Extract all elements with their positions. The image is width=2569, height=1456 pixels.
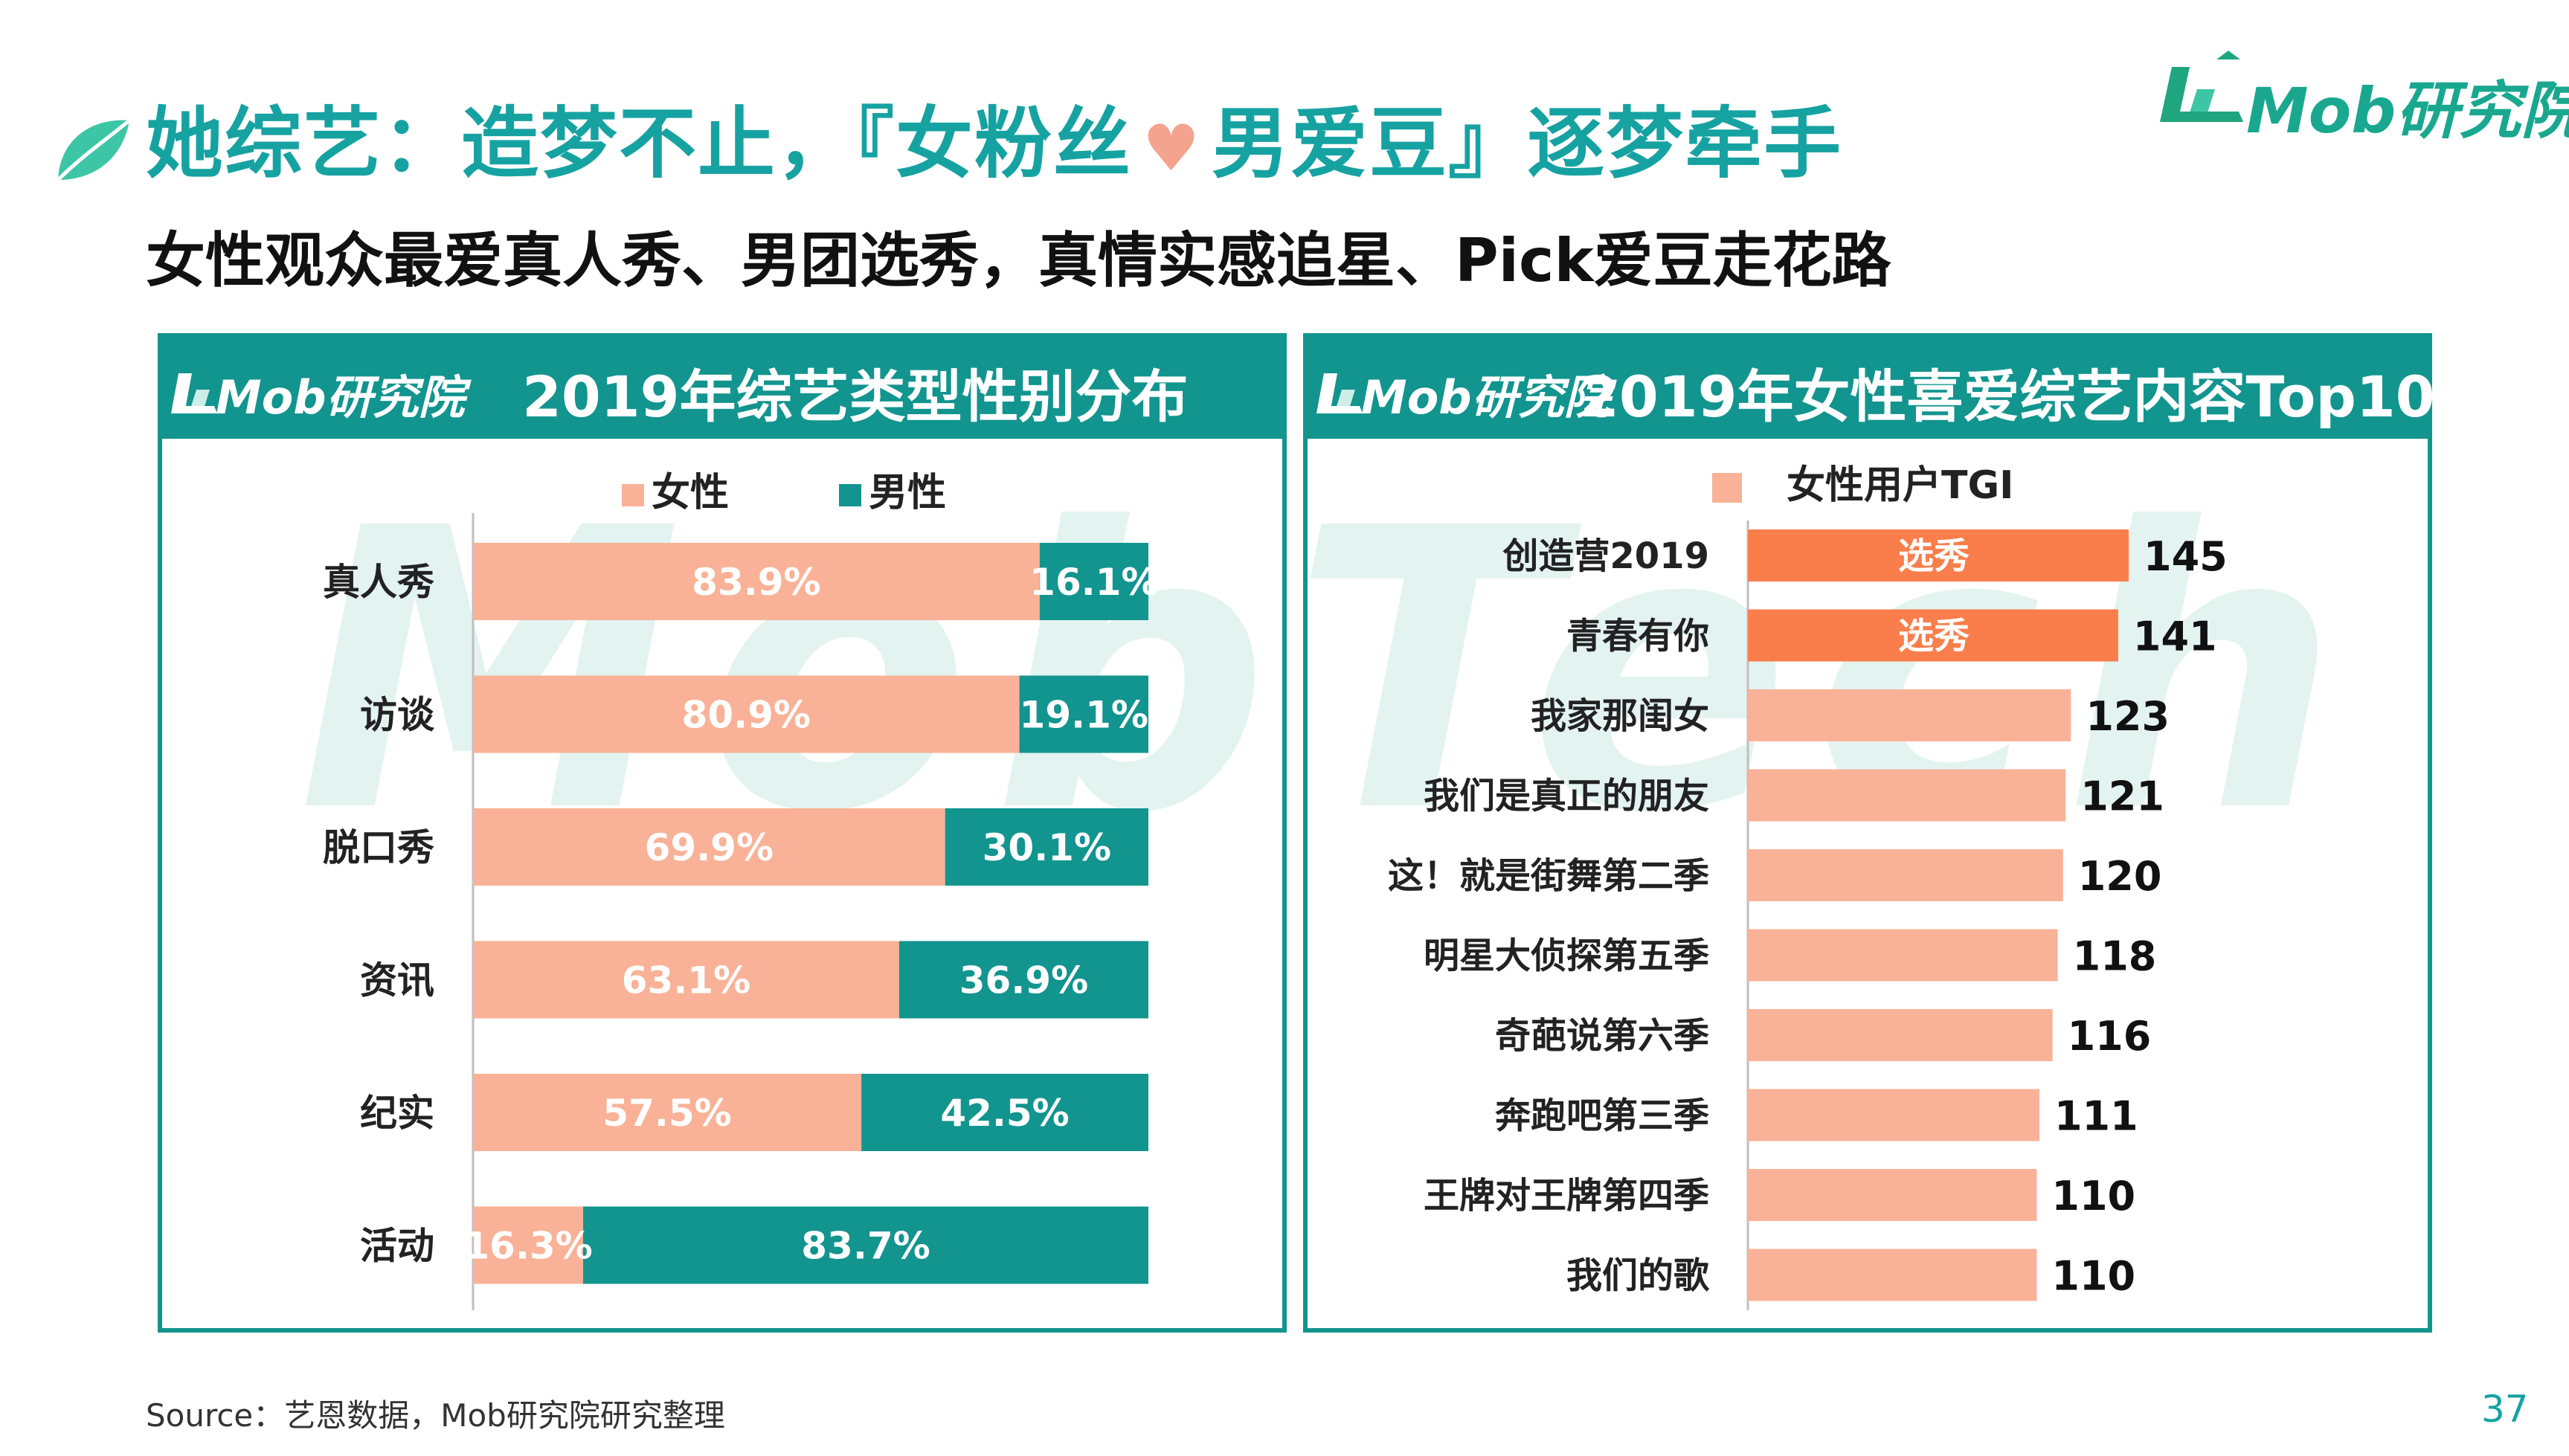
category-label-1: 访谈 — [360, 694, 435, 737]
bar-tgi-6 — [1748, 1009, 2053, 1061]
data-label-tgi-4: 120 — [2078, 853, 2162, 900]
data-label-tgi-9: 110 — [2051, 1253, 2135, 1300]
highlight-tag-0: 选秀 — [1898, 535, 1970, 577]
bar-tgi-5 — [1748, 929, 2058, 982]
panel-logo-text: Mob研究院 — [216, 370, 465, 425]
legend-swatch-male — [839, 484, 862, 506]
data-label-male-4: 42.5% — [940, 1092, 1069, 1135]
data-label-tgi-7: 111 — [2054, 1093, 2138, 1140]
source-note: Source：艺恩数据，Mob研究院研究整理 — [146, 1397, 725, 1434]
data-label-female-4: 57.5% — [602, 1092, 731, 1135]
bar-female-1 — [473, 675, 1020, 753]
category-label-tgi-2: 我家那闺女 — [1531, 695, 1709, 737]
category-label-tgi-3: 我们是真正的朋友 — [1424, 776, 1709, 817]
data-label-tgi-3: 121 — [2080, 773, 2164, 820]
category-label-tgi-6: 奇葩说第六季 — [1495, 1015, 1709, 1057]
category-label-3: 资讯 — [360, 959, 434, 1002]
title-part-2: 男爱豆』逐梦牵手 — [1212, 98, 1843, 189]
category-label-tgi-9: 我们的歌 — [1566, 1255, 1710, 1297]
data-label-male-1: 19.1% — [1020, 694, 1148, 737]
category-label-tgi-0: 创造营2019 — [1502, 535, 1709, 577]
data-label-tgi-1: 141 — [2133, 613, 2217, 660]
right-panel-header: Mob研究院 2019年女性喜爱综艺内容Top10 — [1308, 338, 2435, 439]
title-part-1: 她综艺：造梦不止，『女粉丝 — [146, 98, 1133, 189]
mob-logo-icon — [171, 373, 217, 413]
bar-tgi-7 — [1748, 1089, 2039, 1141]
bar-female-2 — [473, 808, 945, 886]
data-label-female-5: 16.3% — [463, 1225, 592, 1268]
data-label-tgi-8: 110 — [2051, 1173, 2135, 1220]
bar-female-4 — [473, 1074, 862, 1151]
page-title: 她综艺：造梦不止，『女粉丝 ♥ 男爱豆』逐梦牵手 — [146, 80, 1842, 193]
data-label-female-0: 83.9% — [692, 561, 820, 604]
data-label-female-3: 63.1% — [622, 959, 750, 1002]
category-label-0: 真人秀 — [323, 561, 434, 604]
mob-logo-icon — [2160, 51, 2243, 122]
left-chart-title: 2019年综艺类型性别分布 — [522, 364, 1189, 430]
left-chart-panel: Mob研究院 2019年综艺类型性别分布 — [158, 333, 1287, 1333]
page-number: 37 — [2481, 1388, 2529, 1431]
data-label-male-3: 36.9% — [959, 959, 1088, 1002]
legend-item-male: 男性 — [839, 471, 946, 515]
bar-male-0 — [1039, 543, 1148, 620]
category-label-4: 纪实 — [360, 1092, 434, 1135]
brand-name: Mob研究院 — [2246, 74, 2569, 147]
category-label-tgi-8: 王牌对王牌第四季 — [1424, 1175, 1709, 1217]
legend-label-male: 男性 — [869, 471, 947, 515]
bar-tgi-9 — [1748, 1249, 2037, 1301]
right-chart-panel: Mob研究院 2019年女性喜爱综艺内容Top10 — [1303, 333, 2435, 1333]
legend-item-female: 女性 — [622, 471, 729, 515]
bar-male-2 — [945, 808, 1148, 886]
legend-swatch-tgi — [1712, 473, 1742, 503]
right-chart-title: 2019年女性喜爱综艺内容Top10 — [1580, 364, 2435, 430]
bar-tgi-2 — [1748, 689, 2071, 741]
legend-label-female: 女性 — [652, 471, 730, 515]
category-label-2: 脱口秀 — [323, 826, 434, 869]
category-label-tgi-7: 奔跑吧第三季 — [1495, 1095, 1709, 1137]
data-label-female-1: 80.9% — [682, 694, 811, 737]
right-legend: 女性用户TGI — [1712, 454, 2014, 509]
bar-male-3 — [898, 941, 1148, 1019]
legend-swatch-female — [622, 484, 644, 506]
data-label-female-2: 69.9% — [645, 826, 774, 869]
legend-label-tgi: 女性用户TGI — [1787, 463, 2014, 508]
data-label-tgi-2: 123 — [2086, 693, 2170, 740]
left-panel-header: Mob研究院 2019年综艺类型性别分布 — [162, 338, 1282, 439]
category-label-tgi-1: 青春有你 — [1566, 616, 1709, 657]
bar-female-3 — [473, 941, 899, 1019]
data-label-tgi-6: 116 — [2068, 1013, 2152, 1060]
data-label-tgi-5: 118 — [2073, 933, 2157, 980]
mob-logo-icon — [1316, 373, 1363, 413]
category-label-tgi-4: 这！就是街舞第二季 — [1388, 855, 1709, 897]
bar-male-5 — [583, 1206, 1148, 1284]
bar-female-0 — [473, 543, 1040, 620]
category-label-5: 活动 — [360, 1225, 434, 1268]
bar-male-4 — [861, 1074, 1148, 1151]
bar-tgi-8 — [1748, 1169, 2037, 1221]
page-subtitle: 女性观众最爱真人秀、男团选秀，真情实感追星、Pick爱豆走花路 — [146, 226, 1891, 295]
bar-tgi-1 — [1748, 609, 2118, 662]
data-label-male-0: 16.1% — [1029, 561, 1158, 604]
data-label-male-2: 30.1% — [983, 826, 1111, 869]
bar-female-5 — [473, 1206, 584, 1284]
panel-logo-text: Mob研究院 — [1361, 370, 1610, 425]
left-legend: 女性 男性 — [622, 461, 946, 517]
bar-tgi-4 — [1748, 849, 2063, 901]
leaf-icon — [57, 119, 131, 181]
bar-tgi-0 — [1748, 529, 2129, 582]
data-label-male-5: 83.7% — [801, 1225, 930, 1268]
heart-icon: ♥ — [1142, 112, 1202, 186]
category-label-tgi-5: 明星大侦探第五季 — [1424, 935, 1709, 977]
bar-male-1 — [1019, 675, 1148, 753]
bar-tgi-3 — [1748, 769, 2066, 822]
data-label-tgi-0: 145 — [2144, 533, 2228, 580]
highlight-tag-1: 选秀 — [1898, 616, 1970, 657]
